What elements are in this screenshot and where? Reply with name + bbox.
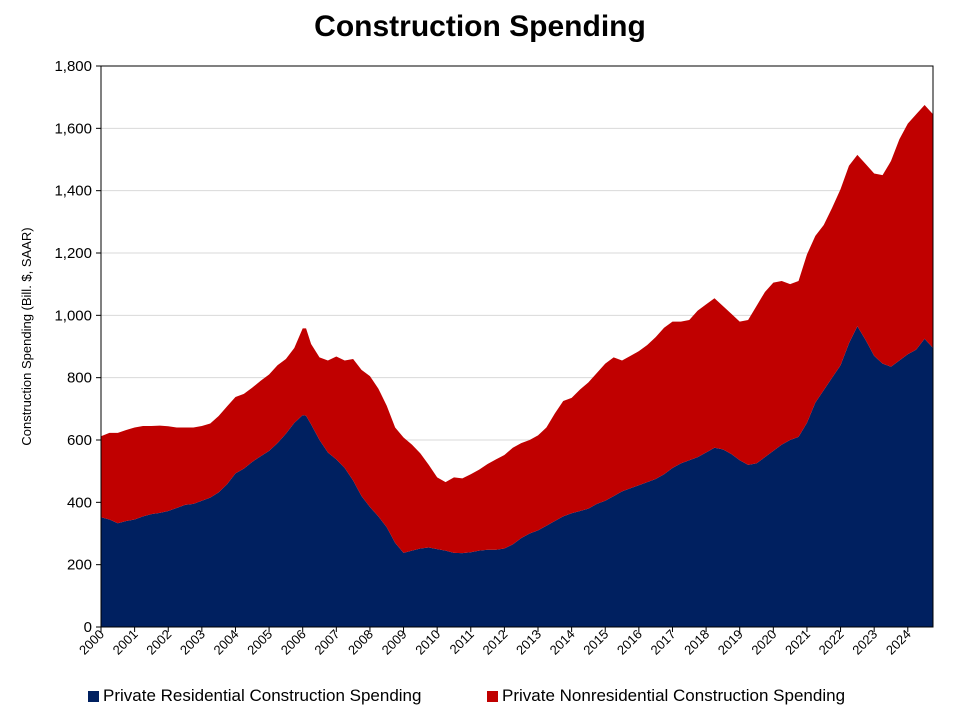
x-tick-label: 2014 — [547, 627, 578, 658]
x-tick-label: 2012 — [479, 627, 510, 658]
legend-item-residential: Private Residential Construction Spendin… — [88, 686, 421, 706]
y-tick-label: 200 — [67, 557, 92, 574]
x-tick-label: 2007 — [311, 627, 342, 658]
x-tick-label: 2023 — [849, 627, 880, 658]
x-tick-label: 2011 — [447, 627, 477, 657]
area-series-residential — [101, 326, 933, 627]
plot-frame — [100, 65, 934, 628]
x-tick-label: 2000 — [76, 627, 107, 658]
y-tick-label: 1,000 — [54, 307, 92, 324]
y-tick-label: 1,600 — [54, 120, 92, 137]
x-tick-label: 2010 — [412, 627, 443, 658]
legend-item-nonresidential: Private Nonresidential Construction Spen… — [487, 686, 845, 706]
x-tick-label: 2017 — [648, 627, 679, 658]
x-tick-label: 2004 — [211, 627, 242, 658]
x-tick-label: 2020 — [748, 627, 779, 658]
y-tick-label: 800 — [67, 370, 92, 387]
y-axis-title: Construction Spending (Bill. $, SAAR) — [19, 227, 34, 445]
legend-swatch-residential — [88, 690, 99, 702]
x-tick-label: 2002 — [143, 627, 174, 658]
x-tick-label: 2013 — [513, 627, 544, 658]
legend-label-nonresidential: Private Nonresidential Construction Spen… — [502, 686, 846, 705]
legend-label-residential: Private Residential Construction Spendin… — [103, 686, 422, 705]
x-axis: 2000 2001 2002 2003 2004 2005 2006 2007 2008 2009… — [76, 627, 914, 658]
x-tick-label: 2005 — [244, 627, 275, 658]
x-tick-label: 2015 — [580, 627, 611, 658]
legend: Private Residential Construction Spendin… — [0, 686, 960, 708]
x-tick-label: 2022 — [816, 627, 847, 658]
y-tick-label: 1,200 — [54, 245, 92, 262]
x-tick-label: 2016 — [614, 627, 645, 658]
y-axis: 0 200 400 600 800 1,000 1,200 1,400 1,600 1,800 — [54, 58, 101, 636]
stacked-areas — [101, 104, 933, 627]
x-tick-label: 2018 — [681, 627, 712, 658]
y-tick-label: 0 — [84, 619, 92, 636]
x-tick-label: 2021 — [782, 627, 813, 658]
chart-title: Construction Spending — [314, 10, 646, 43]
x-tick-label: 2006 — [278, 627, 309, 658]
x-tick-label: 2019 — [715, 627, 746, 658]
x-tick-label: 2024 — [883, 627, 914, 658]
x-tick-label: 2001 — [110, 627, 141, 658]
x-tick-label: 2009 — [379, 627, 410, 658]
y-tick-label: 600 — [67, 432, 92, 449]
y-tick-label: 1,400 — [54, 183, 92, 200]
y-tick-label: 400 — [67, 494, 92, 511]
x-tick-label: 2003 — [177, 627, 208, 658]
x-tick-label: 2008 — [345, 627, 376, 658]
y-tick-label: 1,800 — [54, 58, 92, 75]
area-series-nonresidential — [101, 104, 933, 554]
legend-swatch-nonresidential — [487, 690, 498, 702]
